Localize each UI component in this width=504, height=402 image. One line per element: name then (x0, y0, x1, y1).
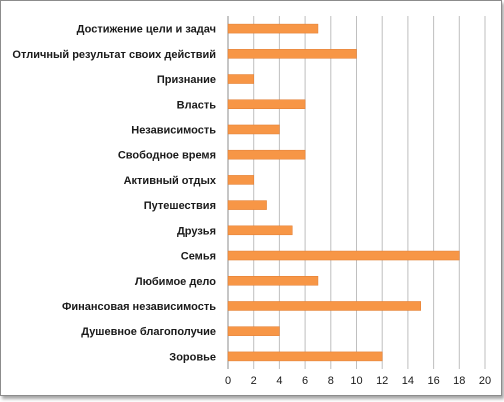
x-tick-label: 18 (453, 375, 465, 387)
x-tick-labels: 0 2 4 6 8 10 12 14 16 18 20 (225, 375, 491, 387)
x-tick-label: 12 (376, 375, 388, 387)
x-tick-label: 10 (350, 375, 362, 387)
category-labels: Достижение цели и задач Отличный результа… (12, 24, 216, 364)
x-tick-label: 2 (251, 375, 257, 387)
x-tick-label: 8 (328, 375, 334, 387)
bar (227, 200, 267, 210)
grid-lines (227, 16, 486, 369)
x-tick-label: 0 (225, 375, 231, 387)
category-label: Финансовая независимость (62, 301, 216, 313)
category-label: Признание (157, 74, 216, 86)
category-label: Свободное время (118, 150, 216, 162)
bar (227, 301, 421, 311)
x-tick-label: 14 (402, 375, 414, 387)
bar (227, 99, 306, 109)
category-label: Друзья (177, 225, 216, 237)
x-tick-label: 6 (302, 375, 308, 387)
x-tick-label: 20 (479, 375, 491, 387)
x-tick-label: 4 (276, 375, 282, 387)
x-tick-label: 16 (427, 375, 439, 387)
bar (227, 23, 319, 34)
category-label: Активный отдых (124, 175, 217, 187)
category-label: Душевное благополучие (81, 326, 216, 338)
bar (227, 124, 280, 135)
bar (227, 351, 383, 362)
bar (227, 225, 293, 236)
category-label: Путешествия (144, 200, 216, 212)
bars (227, 23, 460, 362)
category-label: Независимость (131, 124, 216, 136)
bar (227, 276, 319, 286)
bar (227, 326, 280, 336)
category-label: Любимое дело (135, 276, 216, 288)
category-label: Власть (177, 99, 217, 111)
category-label: Семья (181, 251, 216, 263)
bar (227, 74, 254, 84)
category-label: Отличный результат своих действий (12, 49, 216, 61)
bar (227, 49, 357, 59)
bar (227, 149, 306, 160)
bar (227, 250, 460, 261)
bar (227, 175, 254, 185)
category-label: Достижение цели и задач (77, 24, 216, 36)
category-label: Зоровье (169, 351, 216, 363)
